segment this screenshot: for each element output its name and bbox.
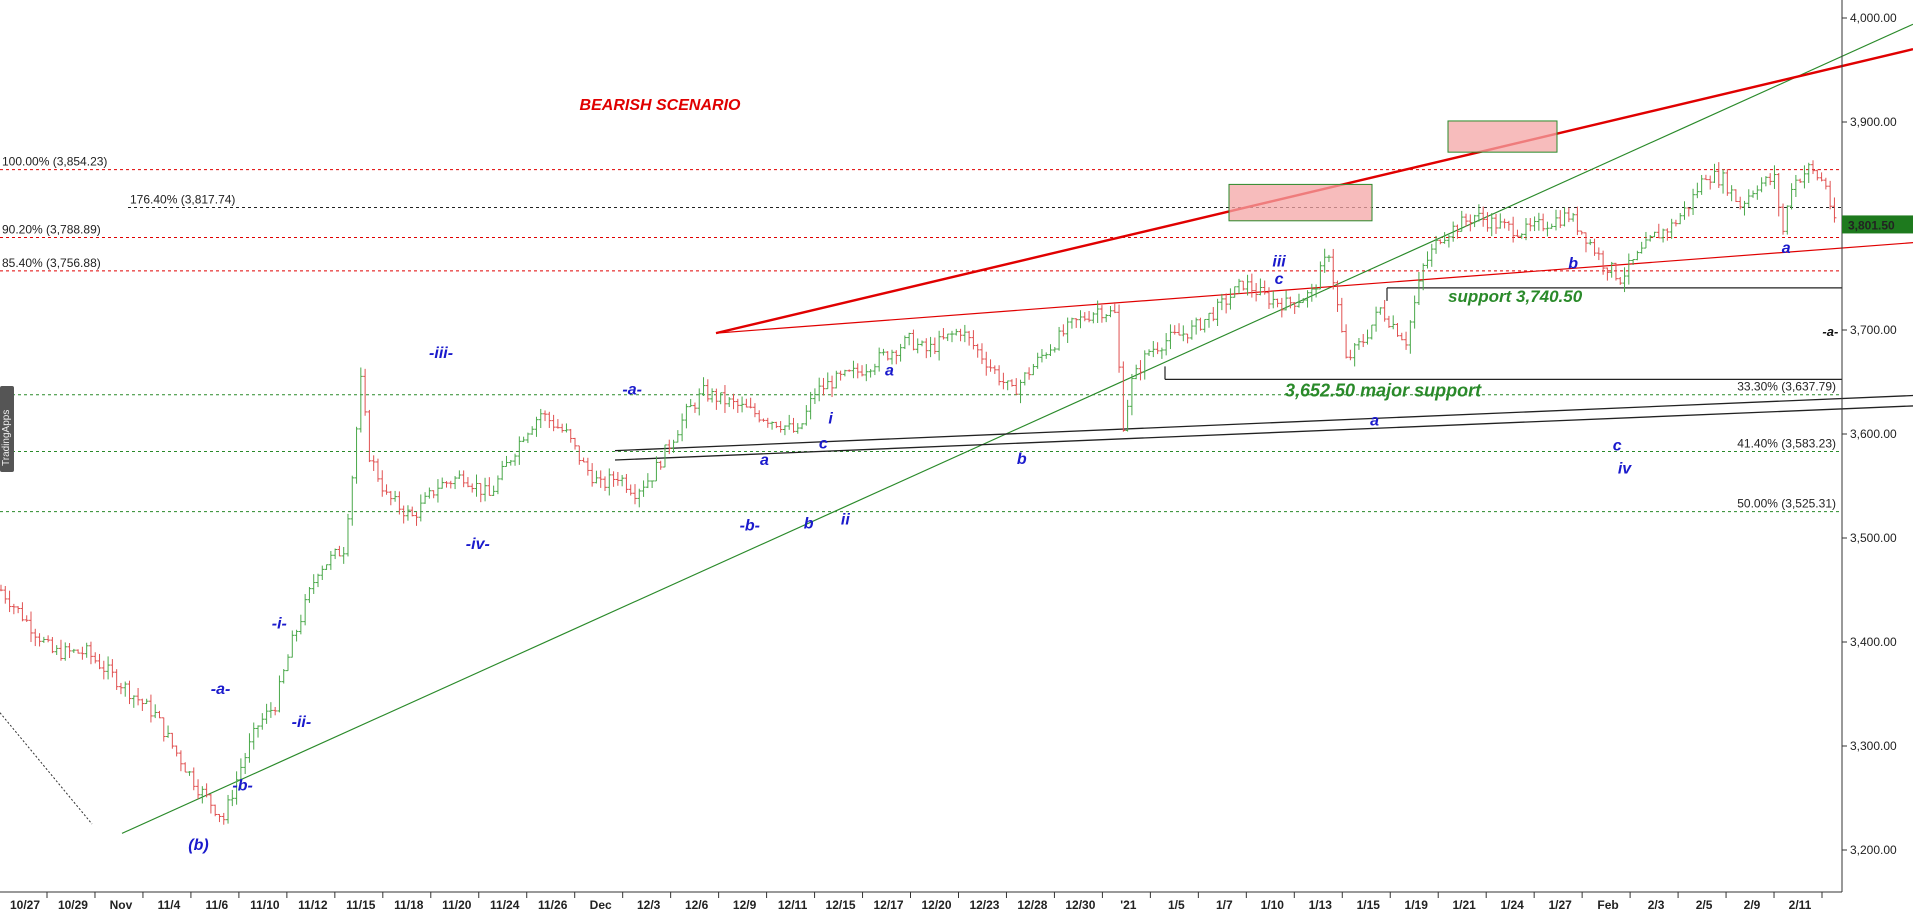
x-tick-label: 1/10 [1261,898,1285,912]
x-tick-label: 11/24 [490,898,520,912]
wave-label: -ii- [292,714,312,731]
trend-line-green [121,23,1913,834]
x-tick-label: 1/13 [1309,898,1333,912]
x-tick-label: 11/4 [158,898,181,912]
x-tick-label: 1/27 [1548,898,1572,912]
watermark-text: TradingApps [1,409,12,466]
wave-label: a [1370,412,1379,429]
chart-title: BEARISH SCENARIO [580,97,741,114]
wave-label: -i- [272,615,287,632]
x-tick-label: 11/15 [346,898,376,912]
level-label: 85.40% (3,756.88) [2,256,101,270]
y-tick-label: 3,900.00 [1850,115,1897,129]
y-tick-label: 3,500.00 [1850,531,1897,545]
wave-label: iii [1272,253,1286,270]
y-tick-label: 4,000.00 [1850,11,1897,25]
x-tick-label: 1/5 [1168,898,1185,912]
wave-label: c [1275,271,1284,288]
x-tick-label: 1/7 [1216,898,1233,912]
fibonacci-levels: 100.00% (3,854.23) 176.40% (3,817.74) 90.2… [0,155,1842,513]
wave-label: b [1568,255,1578,272]
level-label: 50.00% (3,525.31) [1737,497,1836,511]
wave-label: b [804,515,814,532]
x-tick-label: Nov [110,898,133,912]
trend-line-dotted [0,712,93,825]
x-tick-label: 1/21 [1453,898,1477,912]
x-tick-label: 12/15 [826,898,856,912]
wave-labels: (b)-b--a--ii--i--iii--iv--a-a-b-biciiabi… [188,240,1838,854]
wave-label: c [819,435,828,452]
trend-line-black-lower [614,405,1913,461]
x-tick-label: Feb [1597,898,1618,912]
wave-label: -a- [1822,324,1838,339]
y-tick-label: 3,300.00 [1850,739,1897,753]
x-tick-label: 2/11 [1789,898,1812,912]
support-notes: support 3,740.50 3,652.50 major support [1285,287,1583,401]
x-tick-label: 2/5 [1696,898,1713,912]
x-tick-label: 10/27 [10,898,40,912]
target-zone-2 [1447,120,1558,153]
wave-label: b [1017,451,1027,468]
wave-label: a [760,452,769,469]
wave-label: -b- [232,778,252,795]
wave-label: c [1613,437,1622,454]
x-tick-label: 1/15 [1357,898,1381,912]
last-price-label: 3,801.50 [1848,218,1895,232]
wave-label: -b- [740,518,760,535]
x-tick-label: 11/12 [298,898,328,912]
trend-line-red-lower [715,242,1913,334]
major-support-note: 3,652.50 major support [1285,380,1482,400]
x-tick-label: 11/18 [394,898,424,912]
price-bars [0,160,1837,825]
wave-label: -iv- [466,536,490,553]
x-tick-label: 2/3 [1648,898,1665,912]
x-tick-label: 1/19 [1405,898,1429,912]
wave-label: -a- [622,381,642,398]
last-price-tag [1842,215,1913,234]
x-tick-label: 12/11 [778,898,808,912]
x-tick-label: 12/9 [733,898,757,912]
level-label: 100.00% (3,854.23) [2,155,107,169]
wave-label: (b) [188,837,208,854]
x-tick-label: 12/28 [1017,898,1047,912]
wave-label: a [885,363,894,380]
tradingapps-watermark: TradingApps [0,386,14,472]
wave-label: i [828,410,833,427]
wave-label: iv [1618,460,1632,477]
y-tick-label: 3,700.00 [1850,323,1897,337]
support-note: support 3,740.50 [1448,287,1583,306]
x-tick-label: 12/6 [685,898,709,912]
x-tick-label: 10/29 [58,898,88,912]
x-tick-label: 2/9 [1744,898,1761,912]
x-tick-label: 11/20 [442,898,472,912]
x-tick-label: 12/23 [969,898,999,912]
x-tick-label: 12/17 [873,898,903,912]
x-tick-label: 12/20 [921,898,951,912]
level-label: 90.20% (3,788.89) [2,223,101,237]
x-tick-label: 11/6 [206,898,229,912]
level-label: 33.30% (3,637.79) [1737,380,1836,394]
y-tick-label: 3,400.00 [1850,635,1897,649]
y-tick-label: 3,600.00 [1850,427,1897,441]
wave-label: a [1782,240,1791,257]
y-tick-label: 3,200.00 [1850,843,1897,857]
wave-label: ii [841,511,850,528]
target-zones [1228,120,1558,222]
x-tick-label: 11/10 [250,898,280,912]
x-tick-label: 12/3 [637,898,661,912]
x-tick-label: 12/30 [1065,898,1095,912]
wave-label: -iii- [429,345,453,362]
x-tick-label: Dec [590,898,612,912]
trend-line-black-upper [614,394,1913,452]
level-label: 41.40% (3,583.23) [1737,436,1836,450]
x-tick-label: '21 [1120,898,1137,912]
wave-label: -a- [211,681,231,698]
x-tick-label: 1/24 [1500,898,1524,912]
level-label: 176.40% (3,817.74) [130,193,235,207]
x-tick-label: 11/26 [538,898,568,912]
target-zone-1 [1228,183,1373,222]
